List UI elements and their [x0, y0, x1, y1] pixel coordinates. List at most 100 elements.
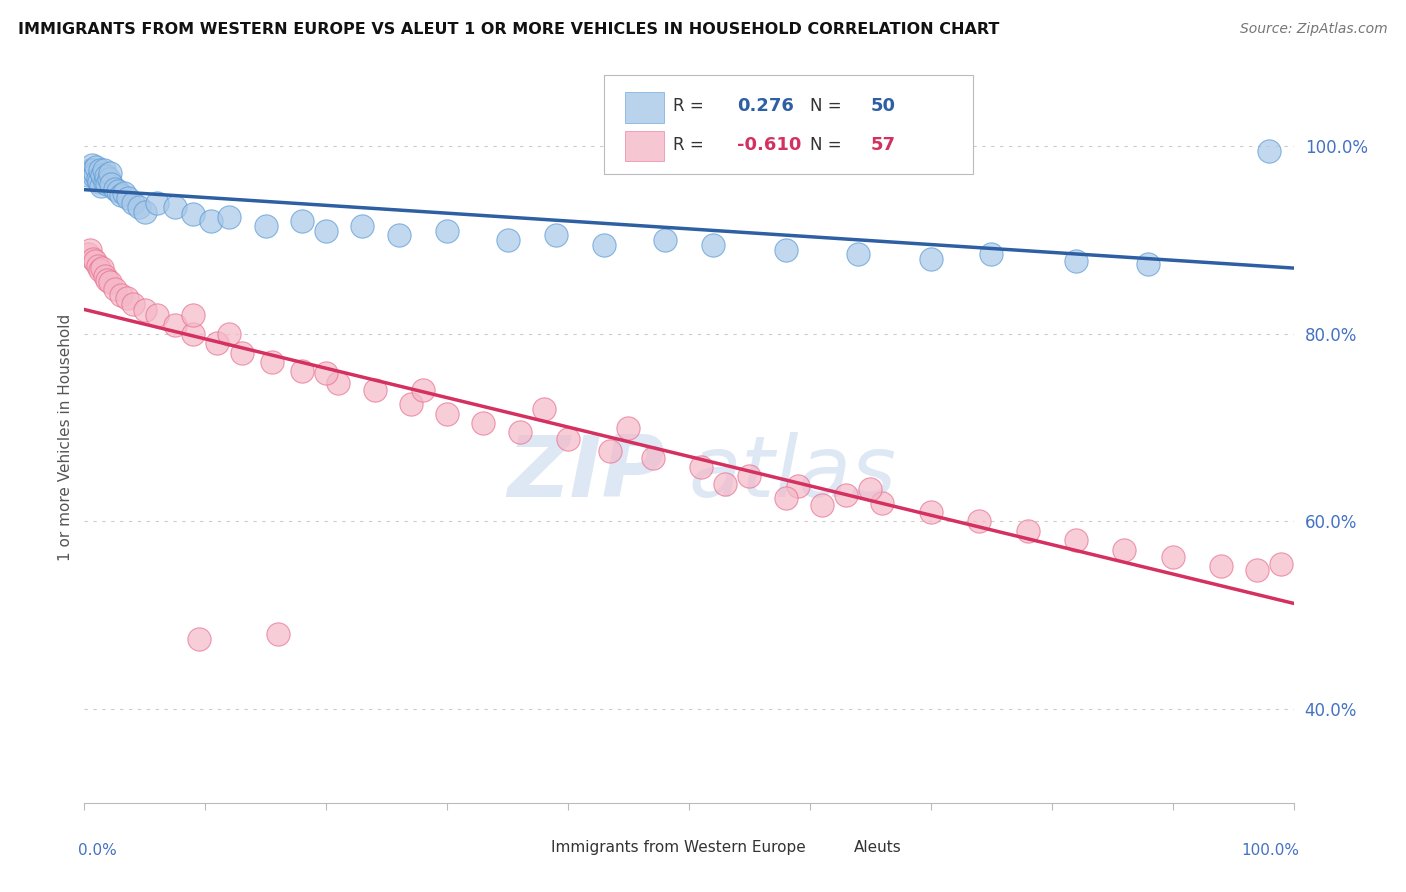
Point — [738, 469, 761, 483]
Point — [96, 272, 118, 286]
Point — [188, 632, 211, 646]
Point — [128, 200, 150, 214]
Point — [254, 219, 277, 233]
Point — [165, 200, 187, 214]
Point — [967, 515, 990, 529]
Point — [775, 491, 797, 505]
Point — [121, 195, 143, 210]
Point — [399, 397, 422, 411]
Point — [1246, 563, 1268, 577]
Point — [509, 425, 531, 440]
Text: Immigrants from Western Europe: Immigrants from Western Europe — [551, 840, 806, 855]
Text: 50: 50 — [870, 96, 896, 115]
Point — [77, 168, 100, 182]
Point — [593, 237, 616, 252]
Point — [315, 224, 337, 238]
Point — [641, 450, 664, 465]
Text: 57: 57 — [870, 136, 896, 154]
FancyBboxPatch shape — [624, 130, 664, 161]
Point — [436, 224, 458, 238]
Point — [291, 364, 314, 378]
Text: R =: R = — [673, 136, 704, 154]
Point — [412, 383, 434, 397]
Point — [117, 191, 139, 205]
Point — [714, 477, 737, 491]
Point — [110, 287, 132, 301]
Point — [1270, 557, 1292, 571]
Point — [94, 169, 117, 184]
Point — [690, 460, 713, 475]
Point — [267, 627, 290, 641]
Point — [121, 297, 143, 311]
Point — [84, 166, 107, 180]
Point — [617, 420, 640, 434]
Point — [112, 186, 135, 201]
Text: R =: R = — [673, 96, 704, 115]
Point — [260, 355, 283, 369]
FancyBboxPatch shape — [605, 75, 973, 174]
Point — [84, 253, 107, 268]
Point — [89, 263, 111, 277]
Point — [1161, 550, 1184, 565]
Text: 0.0%: 0.0% — [79, 843, 117, 858]
Point — [200, 214, 222, 228]
Point — [1137, 257, 1160, 271]
Point — [181, 207, 204, 221]
Point — [80, 158, 103, 172]
Point — [599, 444, 621, 458]
Point — [134, 303, 156, 318]
Point — [872, 496, 894, 510]
Point — [328, 376, 350, 390]
Text: N =: N = — [810, 96, 841, 115]
Point — [94, 175, 117, 189]
Point — [231, 345, 253, 359]
Point — [96, 177, 118, 191]
Point — [920, 505, 942, 519]
Point — [86, 260, 108, 274]
Point — [1017, 524, 1039, 538]
Point — [79, 162, 101, 177]
Y-axis label: 1 or more Vehicles in Household: 1 or more Vehicles in Household — [58, 313, 73, 561]
Point — [920, 252, 942, 266]
Point — [82, 252, 104, 266]
Point — [146, 308, 169, 322]
FancyBboxPatch shape — [520, 838, 547, 858]
Point — [557, 432, 579, 446]
Point — [97, 172, 120, 186]
Point — [654, 233, 676, 247]
Point — [786, 479, 808, 493]
Point — [93, 162, 115, 177]
Point — [1064, 533, 1087, 548]
Point — [1258, 144, 1281, 158]
Point — [79, 243, 101, 257]
Point — [315, 367, 337, 381]
Point — [86, 160, 108, 174]
Point — [98, 276, 121, 290]
Point — [846, 247, 869, 261]
Point — [181, 308, 204, 322]
Point — [363, 383, 385, 397]
Point — [533, 401, 555, 416]
Point — [107, 185, 129, 199]
Point — [980, 247, 1002, 261]
FancyBboxPatch shape — [624, 92, 664, 122]
Point — [1064, 253, 1087, 268]
Point — [89, 162, 111, 177]
Point — [218, 210, 240, 224]
Point — [1114, 542, 1136, 557]
Point — [207, 336, 229, 351]
Point — [165, 318, 187, 332]
Point — [82, 162, 104, 177]
Point — [83, 169, 105, 184]
Point — [115, 291, 138, 305]
Text: 0.276: 0.276 — [737, 96, 794, 115]
Point — [134, 205, 156, 219]
Point — [775, 243, 797, 257]
Point — [472, 416, 495, 430]
Point — [100, 177, 122, 191]
Point — [496, 233, 519, 247]
Point — [835, 488, 858, 502]
Point — [181, 326, 204, 341]
Point — [110, 188, 132, 202]
Text: 100.0%: 100.0% — [1241, 843, 1299, 858]
